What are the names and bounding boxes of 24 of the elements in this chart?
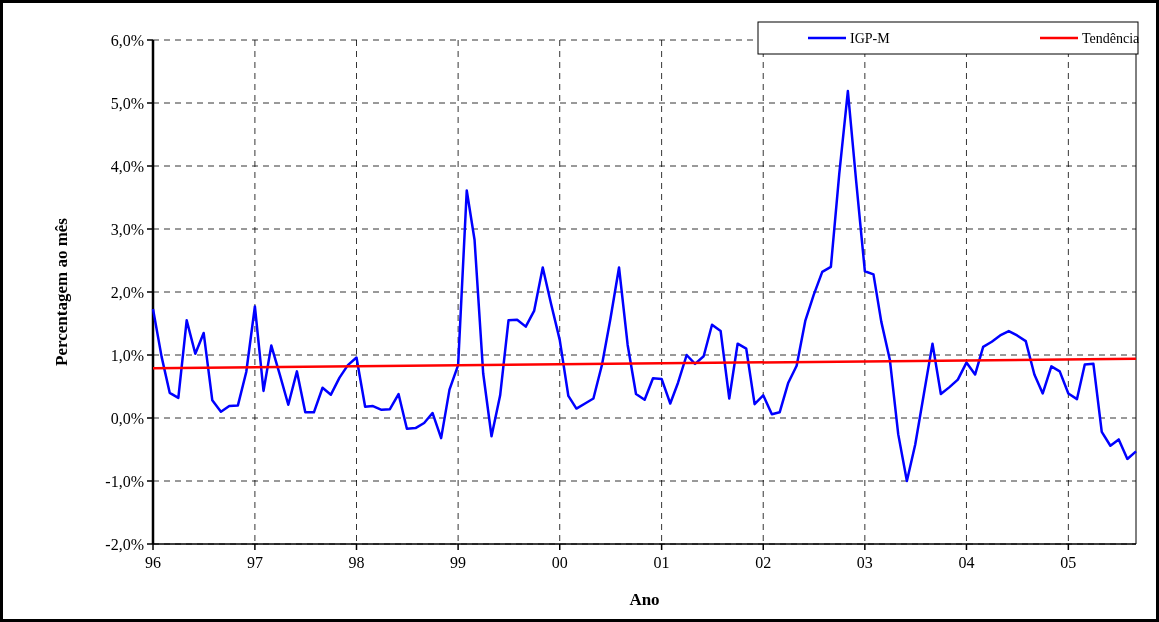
legend-label: Tendência bbox=[1082, 30, 1141, 46]
y-tick-label: 4,0% bbox=[110, 157, 144, 175]
x-tick-label: 97 bbox=[246, 554, 263, 571]
x-tick-label: 99 bbox=[450, 554, 467, 571]
y-tick-label: 5,0% bbox=[110, 94, 144, 112]
x-tick-label: 05 bbox=[1060, 554, 1077, 571]
x-tick-label: 04 bbox=[958, 554, 975, 571]
y-tick-label: -2,0% bbox=[105, 535, 144, 553]
y-tick-label: 3,0% bbox=[110, 220, 144, 238]
y-tick-label: 2,0% bbox=[110, 283, 144, 301]
y-tick-label: -1,0% bbox=[105, 472, 144, 490]
y-axis-title: Percentagem ao mês bbox=[52, 217, 71, 366]
x-tick-label: 03 bbox=[856, 554, 873, 571]
legend-label: IGP-M bbox=[850, 30, 891, 46]
y-tick-label: 0,0% bbox=[110, 409, 144, 427]
y-tick-label: 6,0% bbox=[110, 31, 144, 49]
x-tick-label: 02 bbox=[755, 554, 772, 571]
x-tick-label: 98 bbox=[348, 554, 365, 571]
x-tick-label: 00 bbox=[551, 554, 568, 571]
y-tick-label: 1,0% bbox=[110, 346, 144, 364]
x-tick-label: 01 bbox=[653, 554, 670, 571]
line-series bbox=[151, 89, 1138, 483]
x-tick-label: 96 bbox=[145, 554, 161, 571]
x-axis-title: Ano bbox=[629, 590, 660, 609]
